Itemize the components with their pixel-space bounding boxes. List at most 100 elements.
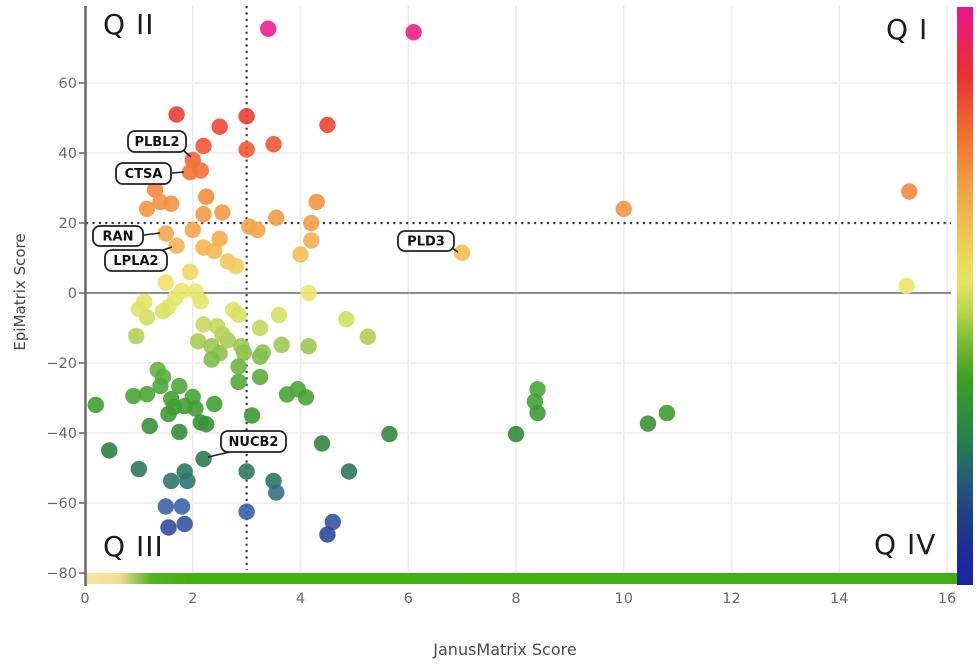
data-point [211,118,228,135]
y-tick-label: 0 [68,286,77,302]
data-point [173,498,191,515]
data-point [157,225,175,242]
x-tick-label: 6 [404,591,413,607]
data-point [138,200,156,218]
data-point [154,303,172,320]
data-point [181,263,199,281]
data-point [195,137,212,155]
data-point [405,24,422,41]
data-point [157,274,175,291]
data-point [141,417,158,435]
x-tick-label: 2 [188,591,197,607]
data-point [249,221,266,239]
data-point [529,404,546,422]
y-tick-label: 60 [59,76,77,92]
annotation-box [220,430,287,453]
data-point [176,515,193,533]
data-point [230,306,247,323]
data-point [192,162,210,179]
data-point [192,293,210,310]
data-point [168,106,185,123]
data-point [171,423,188,441]
annotation-label: RAN [103,230,134,245]
data-point [300,284,317,302]
annotation-box [92,225,144,247]
y-axis-title: EpiMatrix Score [11,233,29,351]
y-tick-label: −80 [46,566,77,582]
data-point [157,498,175,515]
color-gradient-legend [957,7,973,585]
data-point [195,450,212,468]
quadrant-label-q3: Q III [103,530,164,563]
data-point [206,395,223,413]
data-point [203,351,220,368]
data-point [230,358,247,375]
quadrant-label-q4: Q IV [874,528,937,561]
data-point [303,214,320,232]
annotation-label: NUCB2 [229,435,279,450]
annotation-box [127,130,187,153]
data-point [130,300,148,318]
data-point [168,237,185,254]
data-point [251,368,269,386]
data-point [152,377,169,395]
data-point [308,193,325,211]
data-point [214,326,231,343]
data-point [381,425,398,443]
data-point [171,377,188,395]
data-point [319,116,336,134]
data-point [303,232,320,249]
data-point [160,519,177,536]
quadrant-label-q1: Q I [886,13,929,46]
data-point [507,425,525,443]
x-axis-title: JanusMatrix Score [433,640,577,659]
data-point [227,257,245,275]
data-point [238,141,255,158]
data-point [639,415,657,432]
data-point [187,400,204,417]
data-point [238,463,255,480]
y-tick-label: −60 [46,496,77,512]
x-tick-label: 0 [80,591,89,607]
data-point [243,407,261,424]
x-tick-label: 10 [615,591,633,607]
y-tick-label: 40 [59,146,77,162]
data-point [198,416,215,433]
x-tick-label: 8 [511,591,520,607]
data-point [251,319,269,337]
data-point [270,306,288,324]
annotation-label: CTSA [125,167,163,182]
annotation-leader-line [207,451,231,458]
x-tick-label: 16 [938,591,956,607]
data-point [529,381,546,398]
annotation-box [397,230,455,252]
data-point [292,246,309,263]
y-tick-label: −40 [46,426,77,442]
data-point [146,181,164,198]
data-point [195,206,212,223]
data-point [198,188,215,205]
data-point [313,435,331,452]
data-point [230,373,247,391]
data-point [125,387,142,405]
data-point [340,463,358,480]
data-point [87,396,104,414]
data-point [138,385,156,403]
quadrant-label-q2: Q II [103,8,155,41]
data-point [273,336,290,353]
data-point [127,327,145,345]
data-point [259,20,277,37]
x-axis-color-bar [85,573,957,584]
annotation-label: PLD3 [407,235,445,250]
data-point [268,484,285,501]
data-point [615,200,632,218]
data-point [319,526,336,543]
data-point [211,230,228,247]
data-point [297,389,315,406]
x-tick-label: 12 [722,591,740,607]
y-tick-label: 20 [59,216,77,232]
data-point [901,183,918,200]
data-point [163,195,180,212]
